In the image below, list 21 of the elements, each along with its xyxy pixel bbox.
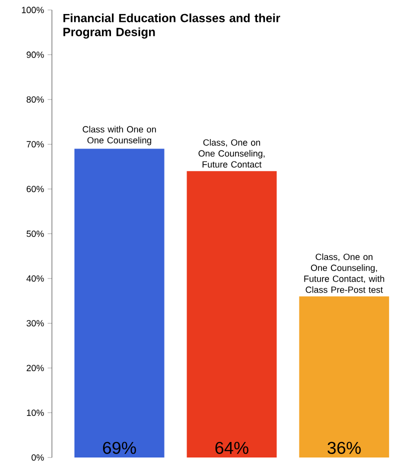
x-tick-label: Class, One on One Counseling, Future Contact — [198, 139, 265, 168]
y-tick-label: 20% — [26, 364, 44, 372]
y-tick-label: 0% — [32, 454, 44, 461]
x-tick-label: Class, One on One Counseling, Future Contact, with Class Pre-Post test — [304, 253, 384, 293]
x-tick-label: Class with One on One Counseling — [82, 126, 156, 146]
y-tick-label: 50% — [26, 230, 44, 237]
y-tick-label: 80% — [26, 96, 44, 103]
bar — [187, 171, 277, 458]
bar — [299, 296, 390, 458]
data-label: 69% — [103, 442, 136, 454]
data-label: 36% — [328, 442, 361, 454]
data-label: 64% — [216, 442, 249, 454]
bar — [74, 148, 165, 458]
y-tick-label: 70% — [26, 141, 44, 148]
y-tick-label: 100% — [22, 6, 44, 14]
y-tick-label: 10% — [27, 410, 44, 416]
y-tick-label: 40% — [26, 275, 44, 282]
y-tick-label: 60% — [26, 186, 44, 192]
text: Financial Education Classes and their Program Design — [64, 14, 280, 39]
y-tick-label: 30% — [26, 320, 44, 326]
y-tick-label: 90% — [26, 52, 44, 58]
